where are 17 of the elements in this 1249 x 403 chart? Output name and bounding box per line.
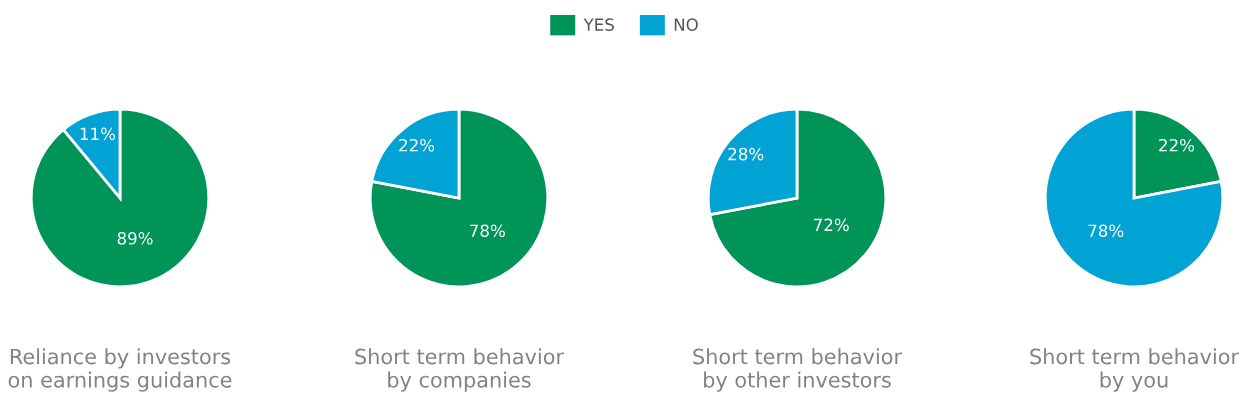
data-label: 72%: [814, 218, 849, 232]
data-label: 28%: [728, 147, 764, 161]
data-label: 78%: [470, 224, 505, 238]
text: Short term behavior by companies: [355, 348, 565, 392]
data-label: 22%: [399, 138, 435, 152]
pie-slice: [1043, 107, 1225, 289]
text: Short term behavior by you: [1030, 348, 1240, 392]
legend-label: YES: [583, 18, 614, 31]
text: Short term behavior by other investors: [693, 348, 903, 392]
data-label: 11%: [80, 127, 116, 141]
pie-slice: [708, 107, 888, 289]
pie-slice: [368, 107, 550, 289]
legend-label: NO: [674, 18, 698, 31]
data-label: 22%: [1159, 138, 1195, 152]
data-label: 78%: [1088, 224, 1124, 238]
text: Reliance by investors on earnings guidance: [8, 348, 232, 392]
data-label: 89%: [117, 232, 153, 245]
